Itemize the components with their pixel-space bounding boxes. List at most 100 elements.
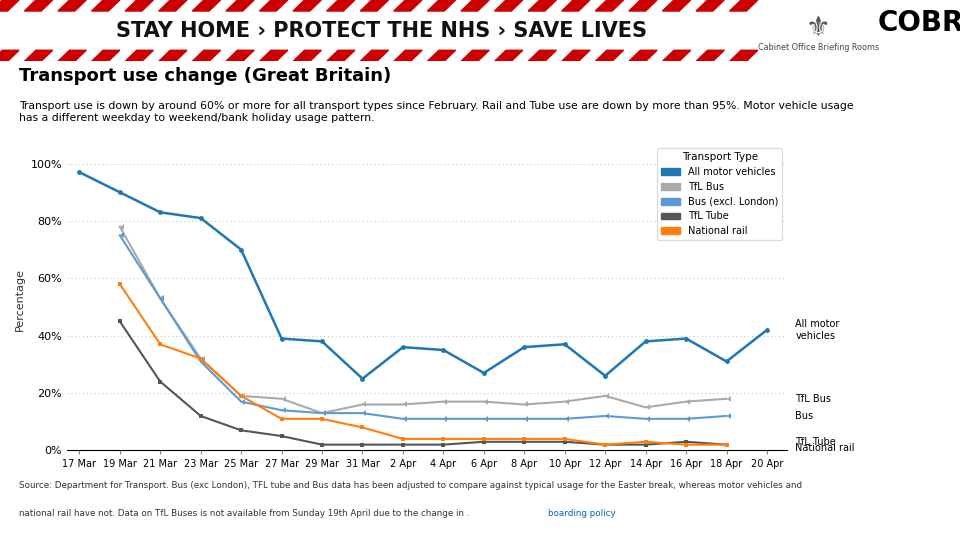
Bus (excl. London): [681, 416, 692, 422]
Polygon shape: [24, 0, 53, 11]
Bus (excl. London): [518, 416, 530, 422]
Polygon shape: [91, 0, 120, 11]
Bus (excl. London): [397, 416, 409, 422]
All motor vehicles: [559, 341, 570, 348]
Polygon shape: [58, 50, 86, 61]
Polygon shape: [595, 0, 624, 11]
Polygon shape: [494, 50, 523, 61]
Polygon shape: [629, 50, 657, 61]
Polygon shape: [192, 0, 221, 11]
Text: .: .: [591, 508, 594, 518]
TfL Bus: [155, 295, 166, 302]
Polygon shape: [763, 0, 791, 11]
Polygon shape: [427, 0, 456, 11]
National rail: [681, 441, 692, 448]
Bus (excl. London): [276, 407, 287, 414]
TfL Tube: [316, 441, 327, 448]
TfL Tube: [397, 441, 409, 448]
National rail: [276, 416, 287, 422]
Bus (excl. London): [599, 413, 611, 419]
Polygon shape: [226, 50, 254, 61]
Polygon shape: [58, 0, 86, 11]
Polygon shape: [696, 50, 724, 61]
TfL Bus: [478, 399, 490, 405]
Polygon shape: [595, 50, 624, 61]
All motor vehicles: [235, 246, 247, 253]
Bus (excl. London): [155, 295, 166, 302]
All motor vehicles: [438, 347, 449, 353]
Polygon shape: [528, 50, 557, 61]
TfL Bus: [195, 356, 206, 362]
All motor vehicles: [761, 327, 773, 333]
National rail: [721, 441, 732, 448]
All motor vehicles: [397, 344, 409, 350]
Text: national rail have not. Data on TfL Buses is not available from Sunday 19th Apri: national rail have not. Data on TfL Buse…: [19, 508, 469, 518]
TfL Bus: [559, 399, 570, 405]
Polygon shape: [662, 50, 690, 61]
Bus (excl. London): [195, 358, 206, 365]
TfL Bus: [235, 393, 247, 399]
National rail: [518, 435, 530, 442]
All motor vehicles: [114, 189, 126, 196]
National rail: [195, 356, 206, 362]
National rail: [478, 435, 490, 442]
TfL Bus: [276, 395, 287, 402]
All motor vehicles: [74, 169, 85, 175]
National rail: [438, 435, 449, 442]
All motor vehicles: [357, 375, 369, 382]
TfL Bus: [438, 399, 449, 405]
TfL Bus: [721, 395, 732, 402]
TfL Tube: [478, 439, 490, 445]
Polygon shape: [259, 0, 288, 11]
National rail: [114, 281, 126, 287]
Text: Cabinet Office Briefing Rooms: Cabinet Office Briefing Rooms: [757, 43, 878, 52]
TfL Tube: [438, 441, 449, 448]
Bus (excl. London): [438, 416, 449, 422]
Polygon shape: [830, 0, 858, 11]
Bus (excl. London): [559, 416, 570, 422]
Polygon shape: [259, 50, 288, 61]
Polygon shape: [326, 50, 355, 61]
Polygon shape: [326, 0, 355, 11]
Polygon shape: [763, 50, 791, 61]
All motor vehicles: [195, 215, 206, 221]
TfL Bus: [357, 401, 369, 408]
Polygon shape: [394, 50, 422, 61]
Text: National rail: National rail: [795, 442, 854, 453]
Polygon shape: [696, 0, 724, 11]
TfL Tube: [599, 441, 611, 448]
TfL Bus: [681, 399, 692, 405]
TfL Bus: [397, 401, 409, 408]
TfL Tube: [276, 433, 287, 439]
All motor vehicles: [681, 335, 692, 342]
All motor vehicles: [721, 358, 732, 365]
All motor vehicles: [155, 209, 166, 215]
Text: Transport use change (Great Britain): Transport use change (Great Britain): [19, 67, 392, 85]
National rail: [235, 393, 247, 399]
Polygon shape: [562, 0, 590, 11]
Line: All motor vehicles: All motor vehicles: [77, 169, 769, 381]
Polygon shape: [125, 50, 154, 61]
Bus (excl. London): [316, 410, 327, 416]
Bus (excl. London): [357, 410, 369, 416]
Polygon shape: [293, 50, 322, 61]
Polygon shape: [293, 0, 322, 11]
Text: TfL Tube: TfL Tube: [795, 437, 836, 447]
TfL Bus: [518, 401, 530, 408]
TfL Tube: [721, 441, 732, 448]
Text: STAY HOME › PROTECT THE NHS › SAVE LIVES: STAY HOME › PROTECT THE NHS › SAVE LIVES: [116, 21, 647, 41]
Line: Bus (excl. London): Bus (excl. London): [117, 232, 730, 422]
TfL Bus: [114, 223, 126, 230]
TfL Tube: [640, 441, 652, 448]
TfL Bus: [599, 393, 611, 399]
Polygon shape: [528, 0, 557, 11]
Polygon shape: [125, 0, 154, 11]
Polygon shape: [562, 50, 590, 61]
TfL Tube: [235, 427, 247, 433]
Polygon shape: [494, 0, 523, 11]
Polygon shape: [864, 0, 892, 11]
Bus (excl. London): [640, 416, 652, 422]
National rail: [559, 435, 570, 442]
Line: TfL Tube: TfL Tube: [118, 320, 729, 446]
Line: TfL Bus: TfL Bus: [117, 224, 730, 416]
